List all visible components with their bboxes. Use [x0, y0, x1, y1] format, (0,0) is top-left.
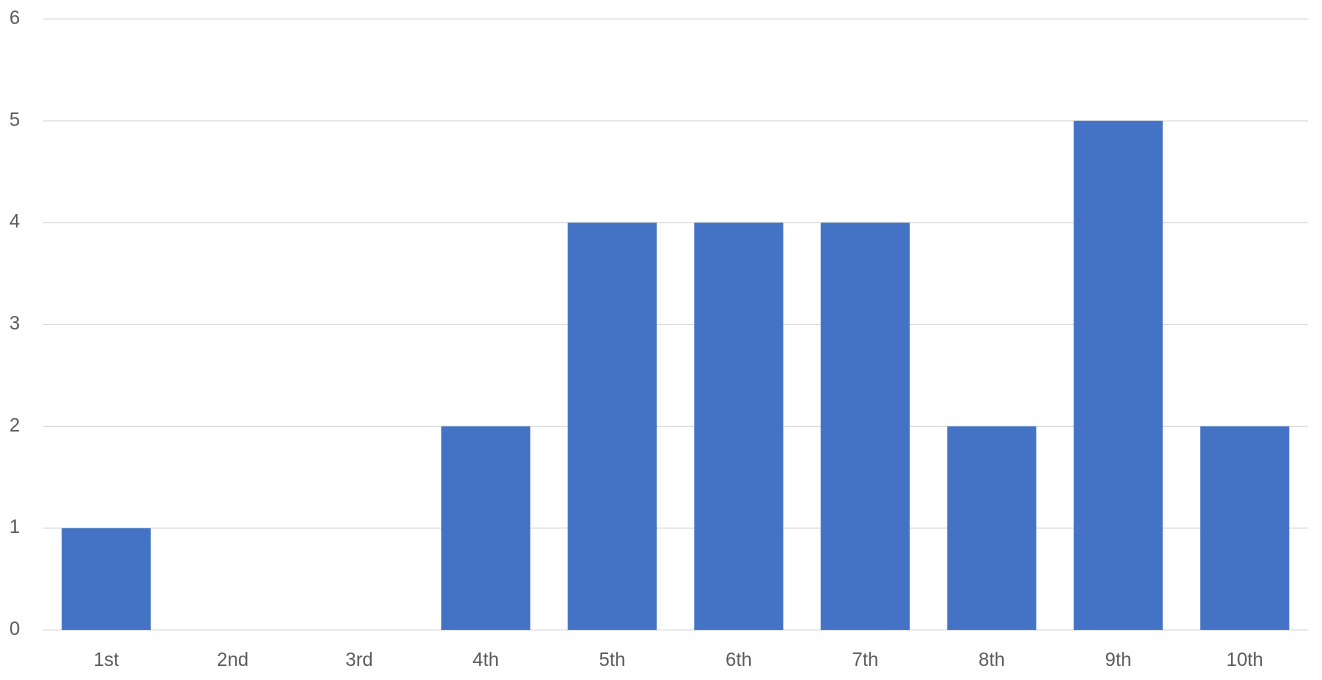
- x-tick-label: 10th: [1226, 650, 1263, 671]
- x-tick-label: 2nd: [217, 650, 249, 671]
- y-tick-label: 3: [9, 314, 20, 335]
- x-tick-label: 9th: [1105, 650, 1131, 671]
- bar: [567, 222, 657, 630]
- x-tick-label: 8th: [979, 650, 1005, 671]
- x-tick-label: 4th: [473, 650, 499, 671]
- x-tick-label: 5th: [599, 650, 625, 671]
- y-tick-label: 4: [9, 212, 20, 233]
- bar: [694, 222, 784, 630]
- bar: [947, 426, 1037, 630]
- x-tick-label: 3rd: [346, 650, 373, 671]
- x-tick-label: 6th: [726, 650, 752, 671]
- bar: [61, 528, 151, 630]
- x-tick-label: 7th: [852, 650, 878, 671]
- y-tick-label: 2: [9, 415, 20, 436]
- bar: [1200, 426, 1290, 630]
- y-tick-label: 0: [9, 619, 20, 640]
- bar: [820, 222, 910, 630]
- y-tick-label: 5: [9, 110, 20, 131]
- y-tick-label: 6: [9, 8, 20, 29]
- y-tick-label: 1: [9, 517, 20, 538]
- bar: [441, 426, 531, 630]
- bar: [1073, 120, 1163, 630]
- x-tick-label: 1st: [94, 650, 120, 671]
